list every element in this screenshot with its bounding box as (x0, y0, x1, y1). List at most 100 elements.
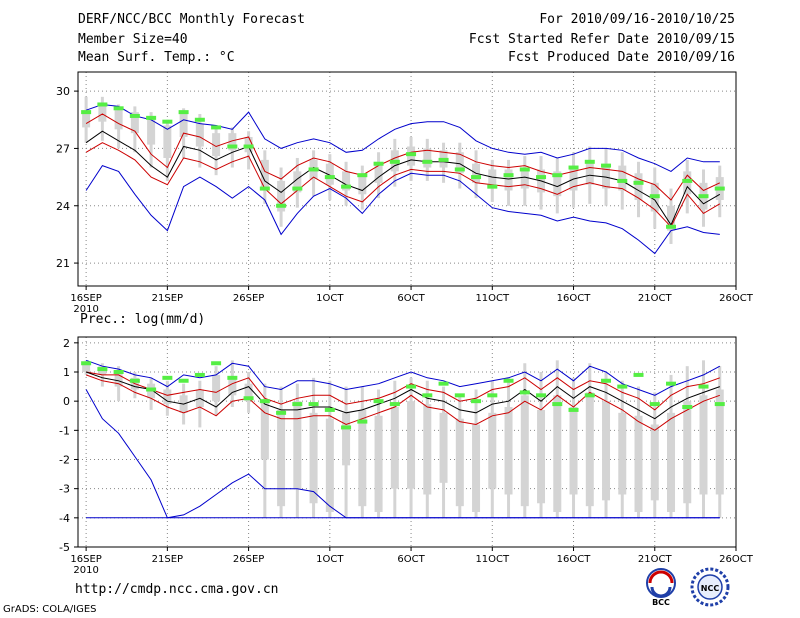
bottom-obs-mark-14 (308, 402, 319, 407)
bottom-box-29 (553, 395, 562, 512)
top-obs-mark-31 (584, 159, 595, 164)
top-ytick-label-3: 30 (56, 85, 70, 98)
top-box-8 (212, 133, 221, 157)
variable-label: Mean Surf. Temp.: °C (78, 50, 235, 65)
bottom-box-18 (374, 415, 383, 512)
start-date: Fcst Started Refer Date 2010/09/15 (468, 32, 735, 47)
top-box-31 (585, 161, 594, 185)
top-obs-mark-1 (97, 102, 108, 107)
bottom-obs-mark-35 (649, 402, 660, 407)
bottom-obs-mark-13 (292, 402, 303, 407)
top-obs-mark-30 (568, 165, 579, 170)
top-obs-mark-28 (536, 175, 547, 180)
top-obs-mark-9 (227, 144, 238, 149)
bottom-obs-mark-19 (389, 402, 400, 407)
top-box-13 (293, 171, 302, 193)
top-box-0 (82, 110, 91, 128)
top-series-min (85, 103, 720, 172)
top-obs-mark-33 (617, 178, 628, 183)
top-box-25 (488, 169, 497, 189)
top-obs-mark-32 (601, 163, 612, 168)
bottom-box-33 (618, 412, 627, 495)
bottom-obs-mark-3 (129, 378, 140, 383)
top-obs-mark-7 (194, 117, 205, 122)
bottom-box-36 (667, 412, 676, 512)
top-obs-mark-34 (633, 180, 644, 185)
bottom-box-14 (309, 412, 318, 504)
produced-date: Fcst Produced Date 2010/09/16 (508, 50, 735, 65)
top-box-15 (325, 163, 334, 185)
bottom-obs-mark-27 (519, 390, 530, 395)
bottom-box-12 (277, 409, 286, 507)
bottom-year-label: 2010 (73, 565, 98, 576)
bottom-obs-mark-1 (97, 367, 108, 372)
top-series-lower (85, 142, 721, 228)
top-obs-mark-36 (666, 224, 677, 229)
top-obs-mark-19 (389, 159, 400, 164)
bcc-logo-graphic: BCC (646, 568, 676, 607)
top-plot-frame (77, 71, 737, 287)
top-box-1 (98, 104, 107, 122)
bottom-box-38 (699, 395, 708, 495)
ncc-logo-text: NCC (701, 584, 720, 593)
bcc-logo-text: BCC (652, 598, 670, 607)
top-box-26 (504, 169, 513, 191)
chart-title: DERF/NCC/BCC Monthly Forecast (78, 12, 305, 27)
bottom-obs-mark-31 (584, 393, 595, 398)
top-obs-mark-14 (308, 167, 319, 172)
bottom-plot-frame (77, 336, 737, 548)
bottom-obs-mark-17 (357, 419, 368, 424)
top-ytick-label-2: 27 (56, 142, 70, 155)
top-obs-mark-20 (406, 152, 417, 157)
top-box-34 (634, 173, 643, 201)
top-xtick-label-2: 26SEP (233, 293, 264, 304)
bottom-box-34 (634, 415, 643, 512)
top-obs-mark-24 (471, 175, 482, 180)
top-box-4 (147, 117, 156, 145)
top-obs-mark-11 (259, 186, 270, 191)
bottom-series-max (85, 359, 721, 396)
bottom-box-15 (325, 418, 334, 512)
top-obs-mark-23 (454, 167, 465, 172)
bottom-box-10 (244, 383, 253, 402)
top-xtick-label-4: 6OCT (397, 293, 425, 304)
bottom-xtick-label-6: 16OCT (557, 554, 592, 565)
bottom-ytick-label-4: -1 (59, 424, 70, 437)
bottom-panel-title: Prec.: log(mm/d) (80, 312, 205, 327)
bottom-obs-mark-39 (714, 402, 725, 407)
top-obs-mark-35 (649, 194, 660, 199)
bottom-box-32 (602, 401, 611, 501)
top-box-33 (618, 165, 627, 191)
bottom-obs-mark-32 (601, 378, 612, 383)
top-box-2 (114, 110, 123, 130)
bottom-obs-mark-16 (341, 425, 352, 430)
top-xtick-label-0: 16SEP (70, 293, 101, 304)
bottom-box-37 (683, 401, 692, 504)
bottom-series-mean (85, 371, 720, 420)
bottom-xtick-label-8: 26OCT (719, 554, 754, 565)
source-url[interactable]: http://cmdp.ncc.cma.gov.cn (75, 582, 279, 597)
top-box-16 (342, 171, 351, 191)
top-obs-mark-5 (162, 119, 173, 124)
top-obs-mark-6 (178, 110, 189, 115)
top-obs-mark-26 (503, 173, 514, 178)
bottom-obs-mark-7 (194, 372, 205, 377)
top-series-mean (85, 130, 721, 226)
bottom-obs-mark-4 (146, 387, 157, 392)
top-box-3 (130, 112, 139, 134)
bottom-obs-mark-38 (698, 384, 709, 389)
bottom-ytick-label-2: -3 (59, 483, 70, 496)
top-obs-mark-2 (113, 106, 124, 111)
bottom-obs-mark-34 (633, 372, 644, 377)
bottom-xtick-label-2: 26SEP (233, 554, 264, 565)
top-year-label: 2010 (73, 304, 98, 315)
bottom-box-2 (114, 372, 123, 387)
bottom-obs-mark-21 (422, 393, 433, 398)
bottom-xtick-label-4: 6OCT (397, 554, 425, 565)
bottom-box-25 (488, 412, 497, 489)
bottom-obs-mark-12 (276, 410, 287, 415)
bottom-obs-mark-5 (162, 375, 173, 380)
bottom-obs-mark-26 (503, 378, 514, 383)
bottom-obs-mark-0 (81, 361, 92, 366)
